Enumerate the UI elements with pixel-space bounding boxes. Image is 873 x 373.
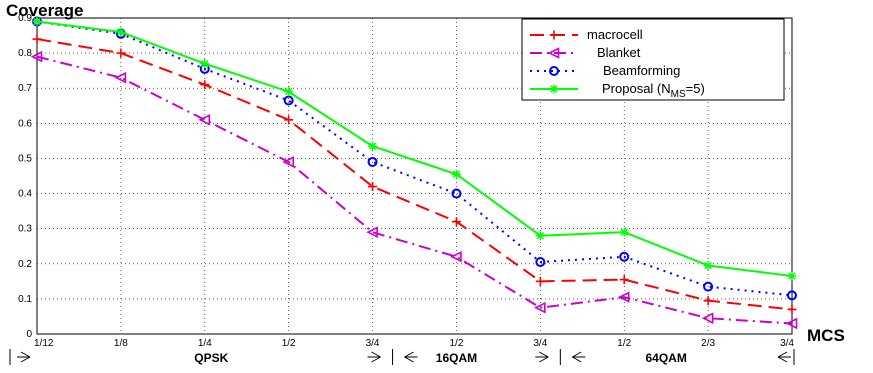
x-tick-label: 1/2 bbox=[449, 338, 463, 349]
data-point-blanket bbox=[785, 317, 798, 330]
data-point-beamforming bbox=[787, 290, 797, 301]
data-point-beamforming bbox=[367, 156, 378, 167]
data-point-proposal-n bbox=[535, 231, 545, 241]
legend-marker-proposal-n bbox=[549, 84, 559, 94]
x-tick-label: 1/8 bbox=[114, 338, 128, 349]
data-point-blanket bbox=[366, 226, 378, 238]
data-point-proposal-n bbox=[284, 87, 294, 97]
group-arrow-right bbox=[367, 351, 381, 363]
x-tick-label: 1/4 bbox=[198, 338, 212, 349]
data-point-macrocell bbox=[284, 115, 294, 125]
data-point-blanket bbox=[617, 291, 630, 303]
data-point-proposal-n bbox=[787, 271, 797, 281]
data-point-proposal-n bbox=[200, 59, 210, 69]
x-axis-label: MCS bbox=[807, 326, 845, 345]
x-tick-label: 2/3 bbox=[701, 338, 715, 349]
data-point-proposal-n bbox=[451, 169, 461, 179]
series-line-proposal-n bbox=[36, 20, 793, 278]
data-point-blanket bbox=[30, 50, 43, 63]
y-tick-label: 0.6 bbox=[18, 118, 32, 129]
data-point-blanket bbox=[282, 156, 294, 168]
x-tick-label: 1/2 bbox=[617, 338, 631, 349]
data-point-macrocell bbox=[451, 217, 461, 227]
data-point-blanket bbox=[450, 250, 462, 263]
data-point-macrocell bbox=[200, 80, 210, 90]
y-tick-label: 0.4 bbox=[18, 189, 32, 200]
data-point-beamforming bbox=[535, 257, 546, 268]
legend-marker-beamforming bbox=[549, 66, 559, 76]
x-tick-label: 3/4 bbox=[780, 338, 794, 349]
data-point-beamforming bbox=[703, 281, 714, 292]
data-point-macrocell bbox=[32, 34, 42, 44]
legend-label-beamforming: Beamforming bbox=[603, 63, 680, 78]
y-axis-label: Coverage bbox=[6, 1, 83, 20]
data-point-macrocell bbox=[368, 182, 378, 192]
data-point-blanket bbox=[534, 301, 546, 314]
y-tick-label: 0.1 bbox=[18, 294, 32, 305]
data-point-proposal-n bbox=[703, 261, 713, 271]
data-point-beamforming bbox=[619, 251, 630, 262]
data-point-blanket bbox=[114, 71, 127, 84]
group-arrow-right bbox=[535, 351, 549, 363]
legend-marker-blanket bbox=[547, 47, 560, 59]
group-label: QPSK bbox=[194, 351, 228, 365]
y-tick-label: 0.9 bbox=[18, 13, 32, 24]
modulation-groups: QPSK 16QAM 64QAM bbox=[9, 349, 795, 365]
group-arrow-left bbox=[404, 351, 418, 363]
data-point-proposal-n bbox=[368, 141, 378, 151]
x-axis-ticks: 1/12 1/8 1/4 1/2 3/4 1/2 3/4 1/2 2/3 3/4 bbox=[34, 338, 794, 349]
data-point-macrocell bbox=[535, 276, 545, 286]
y-tick-label: 0 bbox=[26, 329, 32, 340]
data-point-proposal-n bbox=[619, 227, 629, 237]
data-point-beamforming bbox=[451, 188, 462, 199]
group-label: 64QAM bbox=[645, 351, 686, 365]
data-point-proposal-n bbox=[116, 27, 126, 37]
x-tick-label: 3/4 bbox=[533, 338, 547, 349]
data-point-macrocell bbox=[619, 275, 629, 285]
legend-label-macrocell: macrocell bbox=[587, 27, 643, 42]
y-tick-label: 0.3 bbox=[18, 224, 32, 235]
group-arrow-left bbox=[777, 351, 791, 363]
data-point-proposal-n bbox=[32, 17, 42, 27]
y-tick-label: 0.7 bbox=[18, 83, 32, 94]
y-tick-label: 0.8 bbox=[18, 48, 32, 59]
data-point-macrocell bbox=[703, 296, 713, 306]
legend-label-blanket: Blanket bbox=[597, 45, 641, 60]
group-arrow-left bbox=[572, 351, 586, 363]
series-line-beamforming bbox=[36, 20, 793, 297]
series-line-blanket bbox=[36, 55, 793, 325]
data-point-macrocell bbox=[787, 304, 797, 314]
series-line-macrocell bbox=[36, 38, 793, 311]
x-tick-label: 1/12 bbox=[34, 338, 54, 349]
x-tick-label: 1/2 bbox=[282, 338, 296, 349]
x-tick-label: 3/4 bbox=[366, 338, 380, 349]
data-point-beamforming bbox=[283, 95, 294, 106]
y-axis-ticks: 0 0.1 0.2 0.3 0.4 0.5 0.6 0.7 0.8 0.9 bbox=[18, 13, 32, 340]
legend-box bbox=[521, 18, 785, 101]
data-point-blanket bbox=[198, 114, 211, 126]
y-tick-label: 0.2 bbox=[18, 259, 32, 270]
group-arrow-right bbox=[17, 351, 31, 363]
data-point-blanket bbox=[701, 312, 714, 324]
legend-marker-macrocell bbox=[549, 30, 559, 40]
series-group bbox=[30, 16, 798, 330]
group-label: 16QAM bbox=[436, 351, 477, 365]
y-tick-label: 0.5 bbox=[18, 153, 32, 164]
data-point-macrocell bbox=[116, 48, 126, 58]
